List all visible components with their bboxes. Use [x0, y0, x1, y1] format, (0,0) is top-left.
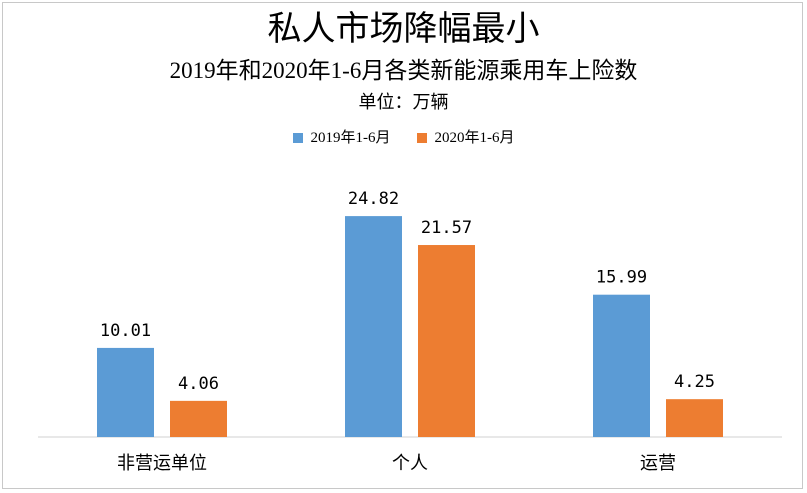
bar-2020-1	[170, 400, 227, 437]
data-label-2019-1: 10.01	[100, 321, 151, 341]
legend-swatch-2019	[292, 133, 303, 143]
data-label-2019-3: 15.99	[596, 268, 647, 288]
data-label-2020-2: 21.57	[421, 218, 472, 238]
bar-2019-3	[593, 294, 650, 437]
x-tick-label-2: 个人	[392, 453, 428, 473]
chart-title: 私人市场降幅最小	[267, 11, 540, 48]
chart-subtitle: 2019年和2020年1-6月各类新能源乘用车上险数	[169, 58, 638, 83]
bar-2020-3	[666, 399, 723, 437]
legend-item-2019: 2019年1-6月	[292, 128, 391, 148]
legend-swatch-2020	[416, 133, 427, 143]
x-tick-label-3: 运营	[640, 453, 676, 473]
bar-2020-2	[418, 245, 475, 437]
data-label-2020-1: 4.06	[178, 374, 219, 394]
legend-item-2020: 2020年1-6月	[416, 128, 515, 148]
data-label-2020-3: 4.25	[674, 372, 715, 392]
bar-2019-2	[345, 216, 402, 437]
x-tick-label-1: 非营运单位	[117, 453, 207, 473]
unit-label: 单位：万辆	[358, 92, 449, 112]
data-label-2019-2: 24.82	[348, 189, 399, 209]
bar-2019-1	[97, 347, 154, 437]
legend-label-2020: 2020年1-6月	[434, 130, 515, 146]
legend: 2019年1-6月 2020年1-6月	[0, 128, 807, 148]
legend-label-2019: 2019年1-6月	[310, 130, 391, 146]
